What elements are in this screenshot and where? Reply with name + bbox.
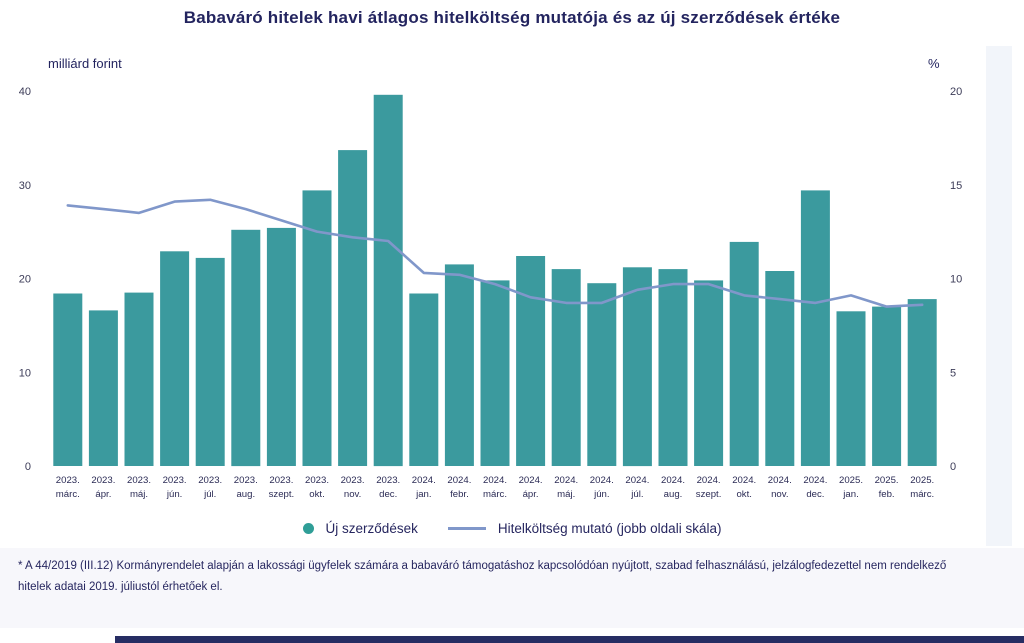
bar-new-contracts bbox=[409, 293, 439, 466]
x-axis-label: 2024. ápr. bbox=[519, 475, 543, 500]
x-axis-label: 2024. márc. bbox=[483, 475, 507, 500]
x-axis-label: 2024. dec. bbox=[803, 475, 827, 500]
legend-dot-icon bbox=[302, 522, 314, 534]
line-loan-cost bbox=[66, 198, 924, 308]
bar-new-contracts bbox=[694, 280, 724, 466]
bar-new-contracts bbox=[765, 271, 795, 466]
left-axis-tick: 0 bbox=[25, 461, 31, 473]
bar-new-contracts bbox=[338, 150, 368, 466]
x-axis-label: 2024. jún. bbox=[590, 475, 614, 500]
right-axis-unit-label: % bbox=[928, 56, 940, 71]
bar-new-contracts bbox=[231, 229, 261, 467]
bar-new-contracts bbox=[836, 311, 866, 466]
bar-new-contracts bbox=[729, 241, 759, 466]
legend: Új szerződések Hitelköltség mutató (jobb… bbox=[0, 516, 1024, 540]
left-axis-tick: 20 bbox=[19, 274, 31, 286]
x-axis-label: 2024. máj. bbox=[554, 475, 578, 500]
bar-new-contracts bbox=[622, 267, 652, 467]
bar-new-contracts bbox=[480, 280, 510, 466]
x-axis-label: 2023. aug. bbox=[234, 475, 258, 500]
footnote-band: * A 44/2019 (III.12) Kormányrendelet ala… bbox=[0, 548, 1024, 628]
legend-label-new-contracts: Új szerződések bbox=[325, 520, 418, 536]
legend-line-icon bbox=[447, 526, 486, 530]
bar-new-contracts bbox=[195, 257, 225, 466]
bar-new-contracts bbox=[53, 293, 83, 466]
legend-label-loan-cost: Hitelköltség mutató (jobb oldali skála) bbox=[497, 520, 722, 536]
left-axis-tick: 10 bbox=[19, 367, 31, 379]
bar-new-contracts bbox=[373, 94, 403, 467]
x-axis-label: 2023. jún. bbox=[163, 475, 187, 500]
bottom-bar bbox=[115, 636, 1024, 643]
left-axis-unit-label: milliárd forint bbox=[48, 56, 122, 71]
x-axis-label: 2025. márc. bbox=[910, 475, 934, 500]
x-axis-label: 2024. nov. bbox=[768, 475, 792, 500]
left-axis-tick: 30 bbox=[19, 180, 31, 192]
bar-new-contracts bbox=[266, 227, 296, 466]
x-axis-label: 2024. febr. bbox=[447, 475, 471, 500]
x-axis-label: 2023. dec. bbox=[376, 475, 400, 500]
x-axis-label: 2025. jan. bbox=[839, 475, 863, 500]
x-axis-label: 2024. okt. bbox=[732, 475, 756, 500]
x-axis-label: 2024. aug. bbox=[661, 475, 685, 500]
bar-new-contracts bbox=[551, 269, 581, 466]
right-axis-tick: 20 bbox=[950, 86, 962, 98]
left-axis-tick: 40 bbox=[19, 86, 31, 98]
page-right-margin-strip bbox=[986, 46, 1012, 546]
x-axis-label: 2023. júl. bbox=[198, 475, 222, 500]
x-axis-label: 2023. márc. bbox=[56, 475, 80, 500]
bar-new-contracts bbox=[124, 292, 154, 466]
bar-new-contracts bbox=[587, 283, 617, 466]
bar-new-contracts bbox=[160, 251, 190, 466]
bar-new-contracts bbox=[658, 269, 688, 466]
bar-new-contracts bbox=[800, 190, 830, 466]
right-axis-tick: 5 bbox=[950, 367, 956, 379]
right-axis-tick: 15 bbox=[950, 180, 962, 192]
x-axis-label: 2023. ápr. bbox=[91, 475, 115, 500]
x-axis-label: 2023. okt. bbox=[305, 475, 329, 500]
x-axis-label: 2023. máj. bbox=[127, 475, 151, 500]
bar-new-contracts bbox=[444, 264, 474, 466]
x-axis-label: 2024. szept. bbox=[696, 475, 722, 500]
x-axis-label: 2023. nov. bbox=[341, 475, 365, 500]
bar-new-contracts bbox=[907, 299, 937, 466]
x-axis-label: 2024. júl. bbox=[625, 475, 649, 500]
x-axis-label: 2025. feb. bbox=[875, 475, 899, 500]
chart-title: Babaváró hitelek havi átlagos hitelkölts… bbox=[183, 8, 841, 27]
bar-new-contracts bbox=[872, 306, 902, 466]
right-axis-tick: 10 bbox=[950, 274, 962, 286]
x-axis-label: 2023. szept. bbox=[269, 475, 295, 500]
bar-new-contracts bbox=[302, 190, 332, 466]
bar-new-contracts bbox=[88, 310, 118, 466]
right-axis-tick: 0 bbox=[950, 461, 956, 473]
footnote-text: * A 44/2019 (III.12) Kormányrendelet ala… bbox=[18, 560, 947, 593]
bar-new-contracts bbox=[516, 256, 546, 466]
x-axis-label: 2024. jan. bbox=[412, 475, 436, 500]
chart-canvas: 40 30 20 10 0 20 15 10 5 0 2023. márc. 2023. ápr. 2023… bbox=[19, 86, 963, 500]
